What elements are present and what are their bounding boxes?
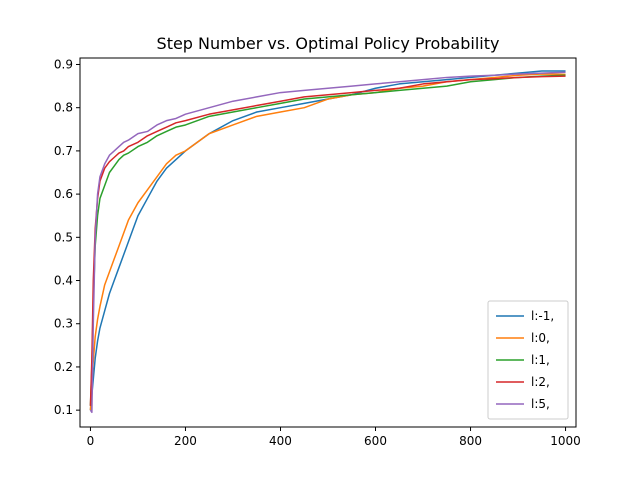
y-tick-label: 0.5 (54, 230, 73, 244)
y-tick-label: 0.2 (54, 360, 73, 374)
chart-title: Step Number vs. Optimal Policy Probabili… (157, 34, 500, 53)
y-tick-label: 0.1 (54, 403, 73, 417)
series-line (89, 75, 566, 406)
x-tick-label: 200 (174, 434, 197, 448)
x-axis: 0 200 400 600 800 1000 (87, 427, 581, 448)
x-tick-label: 800 (459, 434, 482, 448)
series-line (89, 74, 566, 406)
y-tick-label: 0.8 (54, 101, 73, 115)
legend-label: l:2, (531, 375, 550, 389)
y-axis: 0.1 0.2 0.3 0.4 0.5 0.6 0.7 0.8 0.9 (54, 57, 80, 417)
y-tick-label: 0.4 (54, 274, 73, 288)
legend-label: l:-1, (531, 309, 554, 323)
legend-label: l:1, (531, 353, 550, 367)
legend-box (487, 300, 569, 420)
legend-label: l:5, (531, 397, 550, 411)
x-tick-label: 400 (269, 434, 292, 448)
series-line (89, 73, 566, 411)
y-tick-label: 0.3 (54, 317, 73, 331)
y-tick-label: 0.7 (54, 144, 73, 158)
series-line (89, 71, 566, 414)
x-tick-label: 600 (364, 434, 387, 448)
x-tick-label: 1000 (550, 434, 581, 448)
x-tick-label: 0 (87, 434, 95, 448)
y-tick-label: 0.6 (54, 187, 73, 201)
plot-lines (89, 70, 566, 414)
series-line (89, 70, 566, 411)
y-tick-label: 0.9 (54, 57, 73, 71)
plot-frame (79, 57, 577, 428)
legend-label: l:0, (531, 331, 550, 345)
legend: l:-1, l:0, l:1, l:2, l:5, (487, 300, 569, 420)
